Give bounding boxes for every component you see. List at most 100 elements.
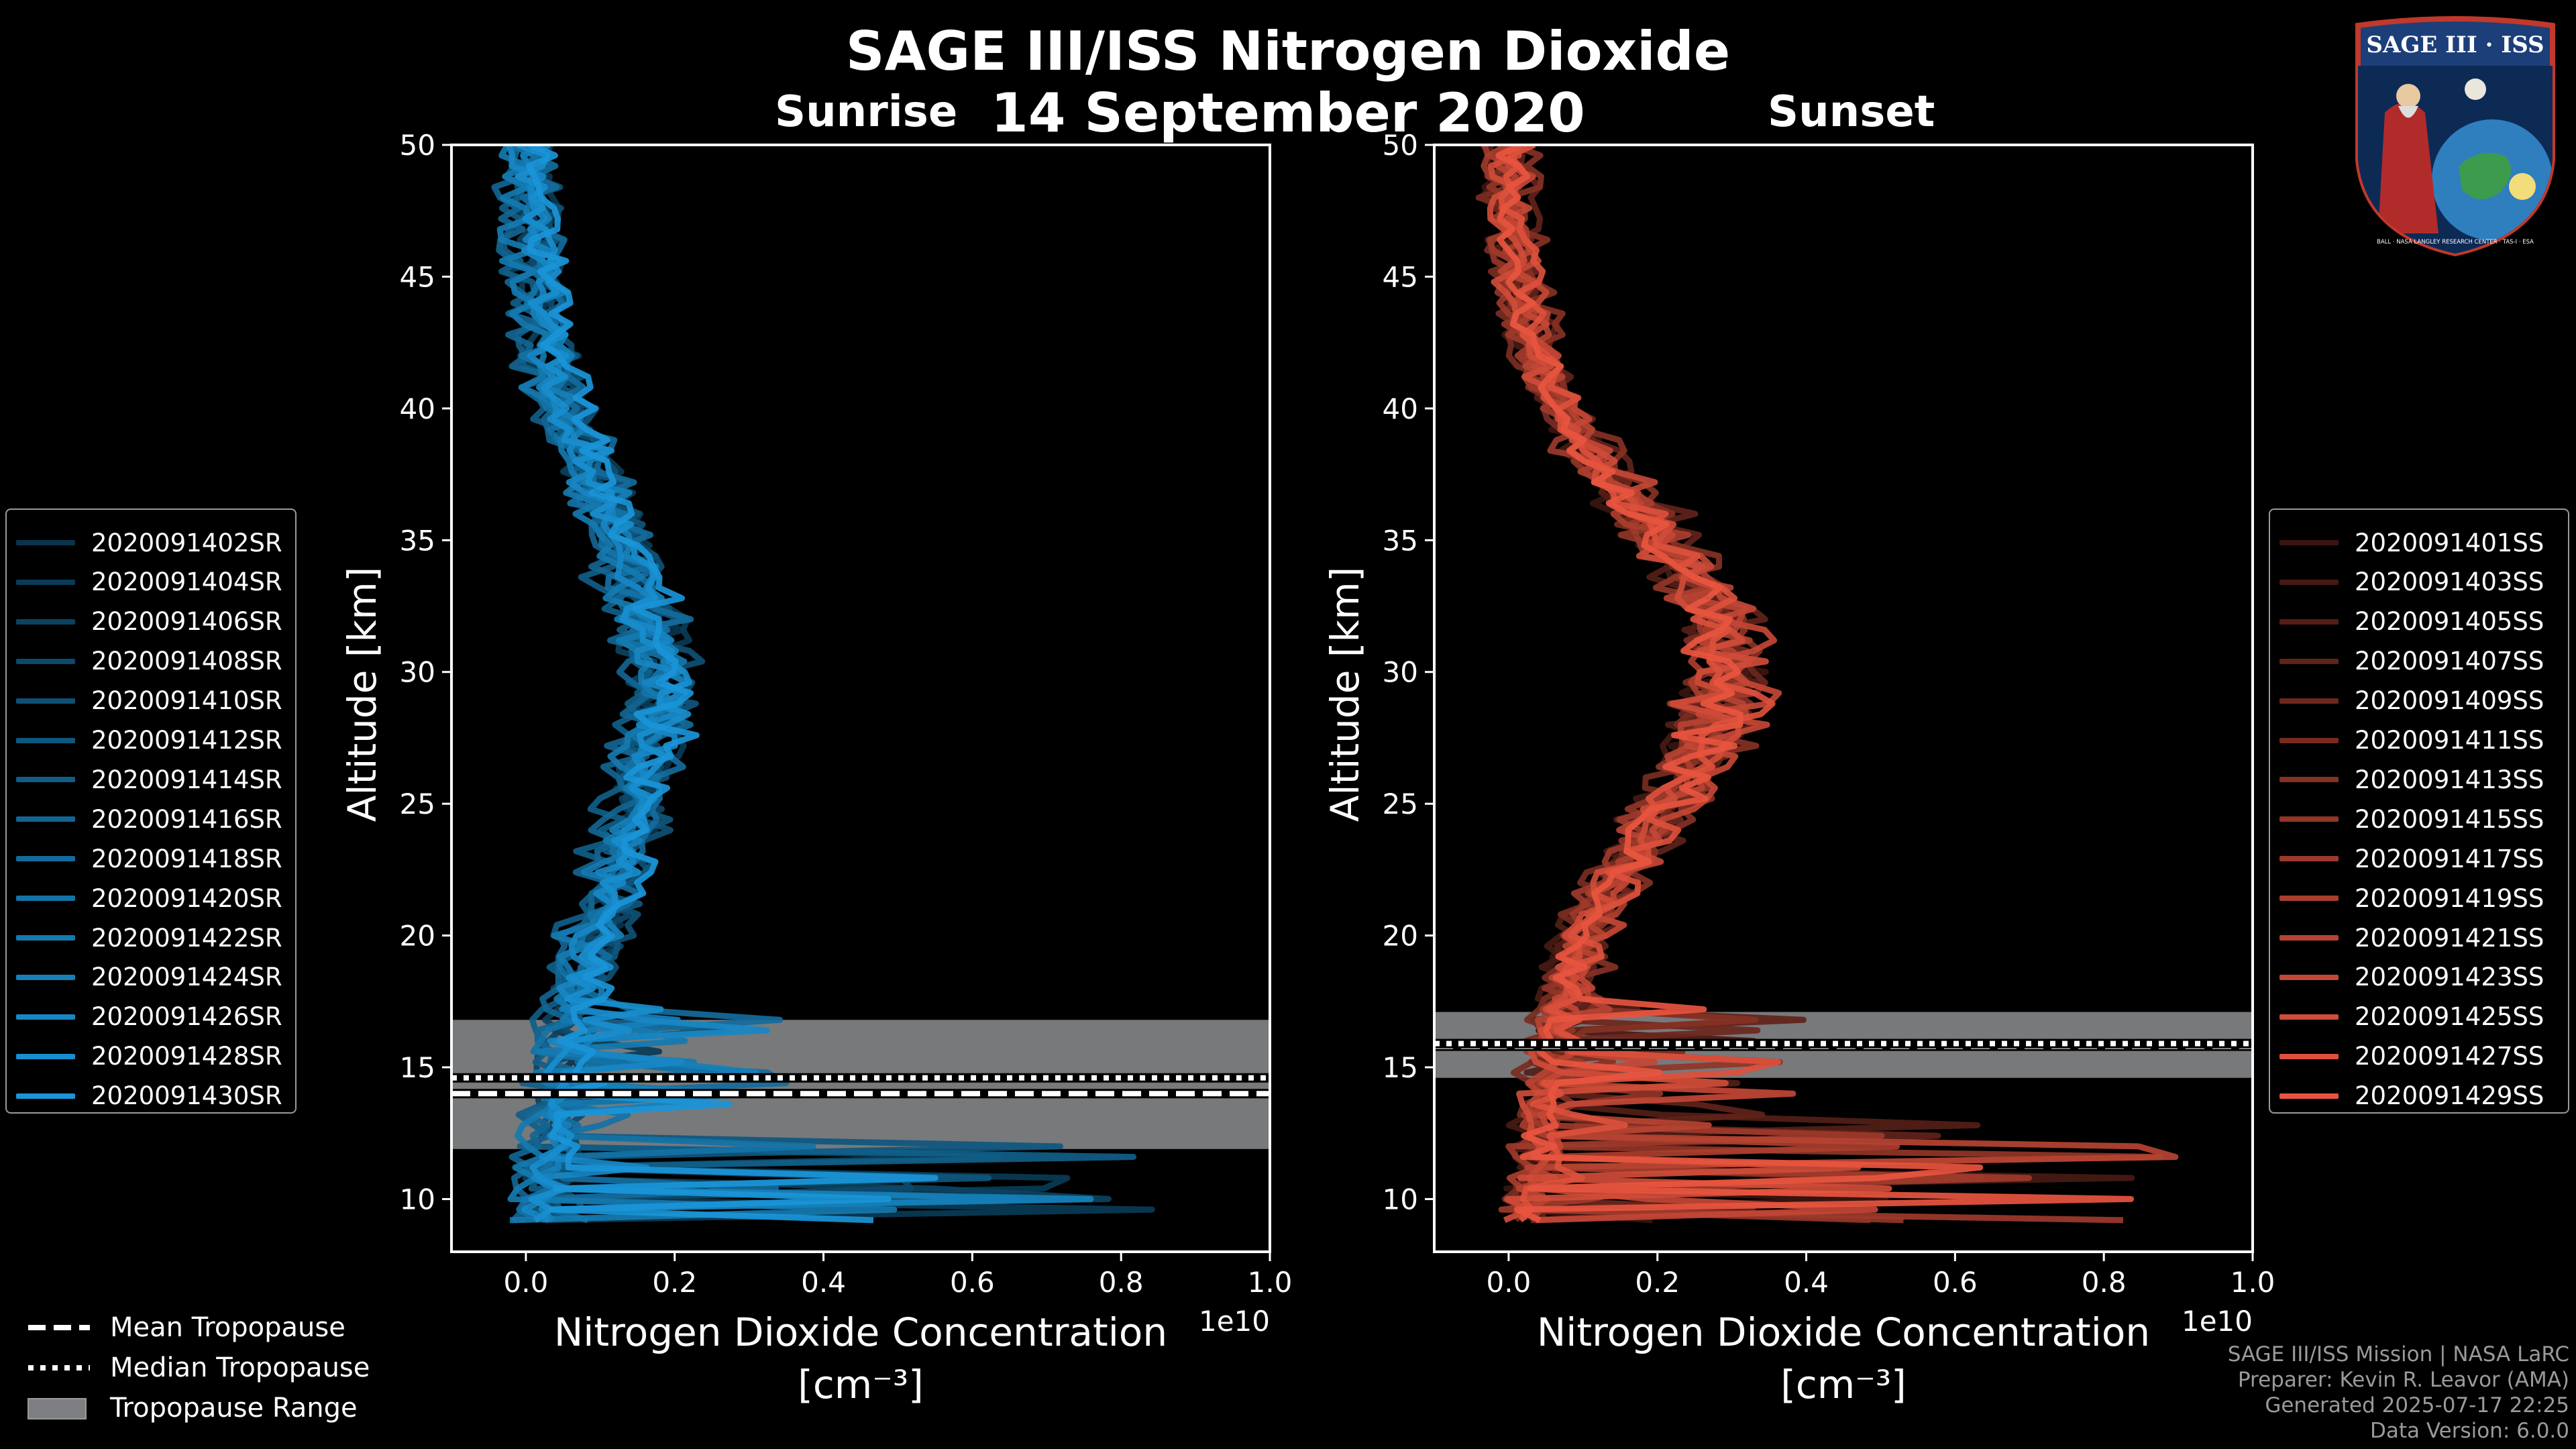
y-tick-label: 30 [1383, 656, 1418, 689]
legend-swatch [2279, 896, 2339, 902]
legend-item: 2020091409SS [2270, 682, 2544, 720]
legend-swatch [16, 935, 75, 941]
logo-ring-text: BALL · NASA LANGLEY RESEARCH CENTER · TA… [2377, 239, 2534, 246]
y-tick-label: 45 [1383, 260, 1418, 293]
y-tick-label: 25 [400, 788, 435, 820]
sunset-plot-area [1434, 145, 2253, 1224]
legend-label: 2020091404SR [91, 568, 282, 597]
legend-label: 2020091426SR [91, 1002, 282, 1032]
x-tick-label: 0.2 [652, 1266, 697, 1299]
legend-item: 2020091418SR [7, 839, 282, 878]
y-tick-label: 40 [1383, 392, 1418, 425]
y-tick-label: 15 [400, 1051, 435, 1084]
x-tick-label: 0.8 [2082, 1266, 2127, 1299]
legend-label: 2020091409SS [2355, 686, 2544, 716]
legend-label: 2020091410SR [91, 686, 282, 716]
legend-item: 2020091423SS [2270, 958, 2544, 997]
series-line [506, 145, 770, 1224]
y-tick-label: 50 [400, 129, 435, 162]
credit-mission: SAGE III/ISS Mission | NASA LaRC [2227, 1342, 2569, 1366]
legend-item: 2020091406SR [7, 602, 282, 641]
sunrise-x-axis-units: [cm⁻³] [798, 1362, 924, 1407]
legend-item: 2020091405SS [2270, 602, 2544, 641]
legend-item: 2020091422SR [7, 918, 282, 957]
sunrise-panel: 10 15 20 25 30 35 40 45 50 0.0 0.2 0.4 0.6 0.8 1.0 1e10… [339, 129, 1292, 1407]
sunrise-legend: 2020091402SR 2020091404SR 2020091406SR 2020… [5, 508, 297, 1114]
legend-swatch [2279, 698, 2339, 704]
legend-label: 2020091430SR [91, 1081, 282, 1111]
legend-swatch [2279, 579, 2339, 585]
legend-label: 2020091420SR [91, 883, 282, 913]
y-tick-label: 35 [1383, 524, 1418, 557]
legend-swatch [2279, 1053, 2339, 1059]
y-tick-label: 10 [1383, 1183, 1418, 1216]
credit-version: Data Version: 6.0.0 [2369, 1419, 2569, 1443]
series-line [526, 145, 938, 1224]
legend-item: 2020091424SR [7, 958, 282, 997]
sunrise-axes-frame [450, 144, 1271, 1253]
x-tick-label: 0.6 [950, 1266, 995, 1299]
sunset-y-axis-label: Altitude [km] [1322, 567, 1368, 822]
legend-label: Median Tropopause [110, 1352, 370, 1383]
legend-item: 2020091411SS [2270, 721, 2544, 760]
y-tick-label: 20 [400, 920, 435, 953]
legend-item: 2020091429SS [2270, 1077, 2544, 1116]
legend-item: 2020091404SR [7, 563, 282, 602]
legend-item: 2020091407SS [2270, 642, 2544, 681]
chart-title: SAGE III/ISS Nitrogen Dioxide [845, 20, 1731, 83]
legend-label: 2020091408SR [91, 647, 282, 676]
legend-swatch [16, 698, 75, 704]
legend-swatch [16, 1014, 75, 1020]
series-line [515, 145, 693, 1223]
legend-swatch [2279, 540, 2339, 545]
legend-swatch [2279, 974, 2339, 980]
legend-label: Tropopause Range [110, 1393, 358, 1424]
chart-date: 14 September 2020 [991, 82, 1585, 144]
legend-label: 2020091414SR [91, 765, 282, 794]
legend-swatch [2279, 1014, 2339, 1020]
x-tick-label: 0.4 [801, 1266, 846, 1299]
legend-item-tropopause-range: Tropopause Range [20, 1389, 358, 1428]
legend-swatch [16, 579, 75, 585]
legend-item: 2020091415SS [2270, 800, 2544, 839]
legend-item: 2020091421SS [2270, 918, 2544, 957]
legend-item: 2020091402SR [7, 523, 282, 562]
legend-item: 2020091412SR [7, 721, 282, 760]
legend-swatch [16, 737, 75, 743]
legend-swatch [16, 1053, 75, 1059]
legend-swatch [16, 619, 75, 625]
legend-label: Mean Tropopause [110, 1312, 345, 1343]
legend-item: 2020091414SR [7, 760, 282, 799]
legend-label: 2020091425SS [2355, 1002, 2544, 1032]
x-tick-label: 0.4 [1784, 1266, 1829, 1299]
legend-swatch [16, 896, 75, 902]
sunrise-plot-area [451, 145, 1270, 1224]
legend-label: 2020091407SS [2355, 647, 2544, 676]
legend-item: 2020091410SR [7, 682, 282, 720]
y-tick-label: 50 [1383, 129, 1418, 162]
legend-item-mean-tropopause: Mean Tropopause [20, 1308, 345, 1347]
sunset-subtitle: Sunset [1768, 87, 1935, 137]
sunrise-subtitle: Sunrise [775, 87, 958, 137]
sunrise-x-axis-label: Nitrogen Dioxide Concentration [554, 1309, 1167, 1355]
y-tick-label: 45 [400, 260, 435, 293]
legend-swatch [2279, 816, 2339, 822]
legend-label: 2020091416SR [91, 804, 282, 834]
sunset-legend: 2020091401SS 2020091403SS 2020091405SS 2020… [2269, 508, 2569, 1114]
legend-swatch [2279, 737, 2339, 743]
legend-item: 2020091416SR [7, 800, 282, 839]
legend-swatch [16, 540, 75, 545]
sunrise-x-multiplier: 1e10 [1199, 1305, 1270, 1338]
legend-swatch [16, 856, 75, 862]
sunset-x-axis-units: [cm⁻³] [1780, 1362, 1907, 1407]
y-tick-label: 25 [1383, 788, 1418, 820]
legend-label: 2020091406SR [91, 607, 282, 637]
credits-block: SAGE III/ISS Mission | NASA LaRC Prepare… [2228, 1342, 2569, 1444]
legend-swatch [16, 1093, 75, 1099]
legend-label: 2020091405SS [2355, 607, 2544, 637]
y-tick-label: 30 [400, 656, 435, 689]
legend-item: 2020091426SR [7, 998, 282, 1036]
legend-label: 2020091422SR [91, 923, 282, 953]
x-tick-label: 0.8 [1099, 1266, 1144, 1299]
x-tick-label: 0.2 [1635, 1266, 1680, 1299]
